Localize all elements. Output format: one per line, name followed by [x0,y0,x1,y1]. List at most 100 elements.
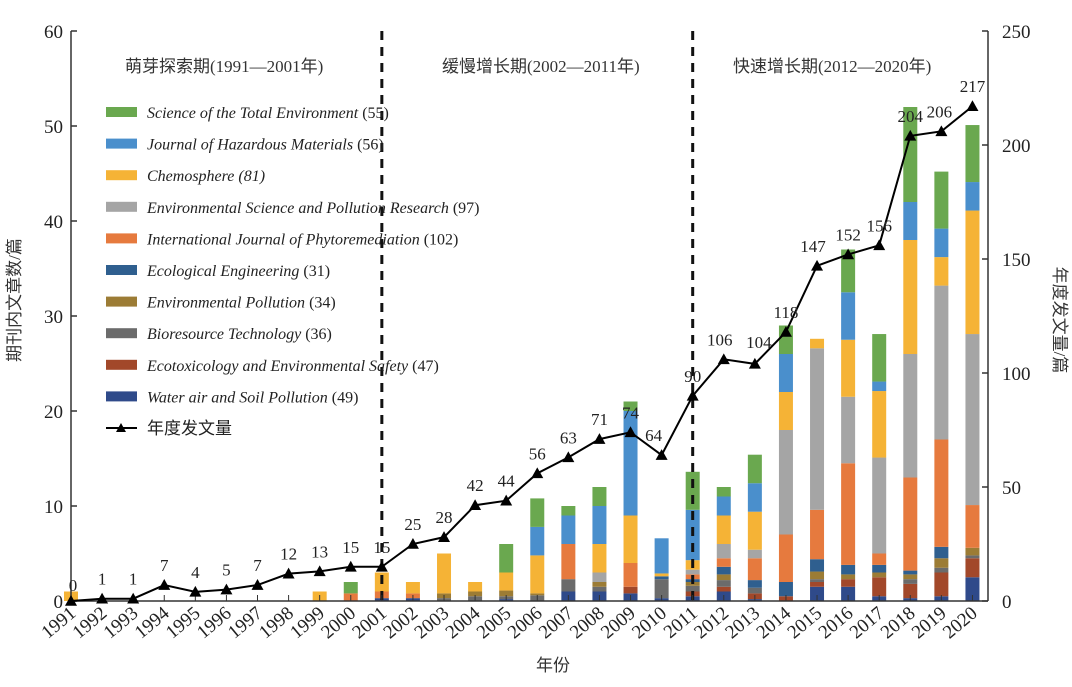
annual-output-label-2020: 217 [960,77,986,96]
bar-segment-2018-3 [903,574,918,580]
bar-segment-2020-8 [965,182,980,211]
annual-output-label-2012: 106 [707,330,733,349]
annual-output-line [65,100,979,606]
legend-label: Ecotoxicology and Environmental Safety (… [146,358,439,375]
annual-output-label-2003: 28 [436,508,453,527]
y-ticks-right: 0 50 100 150 200 250 [982,22,1031,613]
y-tick-left-label: 50 [44,117,63,138]
legend-swatch [106,138,137,149]
y-tick-left-label: 40 [44,212,63,233]
bar-segment-2020-7 [965,210,980,335]
annual-output-label-1993: 1 [129,570,138,589]
bar-segment-2012-8 [716,496,731,516]
bar-segment-2011-2 [685,585,700,592]
bar-segment-2018-9 [903,107,918,202]
bar-segment-2004-7 [468,582,483,592]
bar-segment-2018-7 [903,240,918,354]
annual-output-marker-1996 [220,583,233,595]
annual-output-marker-2005 [500,494,513,506]
annual-output-marker-2020 [966,100,979,112]
legend-label: Chemosphere (81) [147,168,265,185]
bar-segment-2016-3 [841,574,856,580]
legend-item: Environmental Pollution (34) [106,295,336,312]
bar-segment-2012-5 [716,558,731,567]
annual-output-label-1991: 0 [69,576,78,595]
bar-segment-2019-2 [934,567,949,573]
bar-segment-2012-2 [716,580,731,587]
legend-label: Environmental Pollution (34) [146,295,336,312]
annual-output-marker-2007 [562,451,575,463]
bar-segment-2006-7 [530,555,545,594]
bar-segment-2009-8 [623,411,638,516]
bar-segment-2018-1 [903,583,918,599]
bar-segment-2018-2 [903,579,918,584]
bar-segment-2017-6 [872,457,887,554]
bar-segment-2003-7 [437,553,452,594]
y-tick-right-label: 200 [1002,136,1031,157]
annual-output-label-1998: 12 [280,545,297,564]
bar-segment-2010-7 [654,573,669,577]
period-label-3: 快速增长期(2012—2020年) [733,57,931,76]
legend-label: Science of the Total Environment (55) [147,105,389,122]
x-axis-title: 年份 [536,656,570,675]
bar-segment-2008-6 [592,572,607,582]
bar-segment-2014-4 [778,582,793,597]
bar-segment-2018-8 [903,202,918,240]
legend-swatch [106,201,137,212]
annual-output-label-2009: 74 [622,403,640,422]
bar-segment-2016-4 [841,564,856,575]
legend-item-line: 年度发文量 [106,419,232,438]
bar-segment-2020-9 [965,125,980,183]
annual-output-marker-2001 [375,560,388,572]
annual-output-marker-1991 [65,595,77,606]
bar-segment-2018-6 [903,354,918,478]
bar-segment-2015-2 [810,579,825,582]
bar-segment-2015-3 [810,571,825,580]
y-tick-right-label: 250 [1002,22,1031,43]
legend-item: Environmental Science and Pollution Rese… [106,200,480,217]
annual-output-marker-1997 [251,579,264,590]
legend-item: Bioresource Technology (36) [106,326,332,343]
annual-output-marker-2000 [344,560,357,572]
bar-segment-2017-4 [872,564,887,573]
bar-segment-2020-1 [965,558,980,578]
bar-segment-2007-9 [561,506,576,516]
bar-segment-2009-9 [623,401,638,411]
bar-segment-2010-8 [654,538,669,574]
bar-segment-2009-7 [623,515,638,563]
y-tick-right-label: 0 [1002,592,1012,613]
bar-segment-2012-1 [716,586,731,592]
annual-output-label-2007: 63 [560,428,577,447]
bar-segment-2019-6 [934,285,949,440]
bar-segment-2017-1 [872,577,887,597]
legend-swatch [106,328,137,339]
bar-segment-2012-3 [716,574,731,581]
bar-segment-2013-7 [747,511,762,550]
legend-triangle-icon [116,423,126,432]
legend-swatch [106,391,137,402]
annual-output-marker-2014 [779,325,792,337]
annual-output-marker-2003 [438,531,451,542]
bar-segment-2020-0 [965,577,980,601]
bar-segment-2016-9 [841,249,856,293]
legend-item: Water air and Soil Pollution (49) [106,389,358,406]
bar-segment-2016-6 [841,396,856,464]
annual-output-label-2001: 15 [373,538,390,557]
y-tick-right-label: 50 [1002,478,1021,499]
legend-label-line: 年度发文量 [147,419,232,438]
annual-output-marker-2019 [935,125,948,137]
bar-segment-2019-1 [934,572,949,597]
legend-swatch [106,265,137,275]
bar-segment-2019-9 [934,171,949,229]
bar-segment-2016-5 [841,463,856,565]
y-tick-left-label: 30 [44,307,63,328]
bar-segment-2015-0 [810,586,825,601]
annual-output-marker-2015 [811,259,824,271]
annual-output-label-1994: 7 [160,556,169,575]
annual-output-polyline [70,105,974,602]
legend-item: Ecological Engineering (31) [106,263,330,280]
bar-segment-2013-2 [747,587,762,594]
bar-segment-2008-8 [592,506,607,544]
annual-output-label-1996: 5 [222,561,231,580]
